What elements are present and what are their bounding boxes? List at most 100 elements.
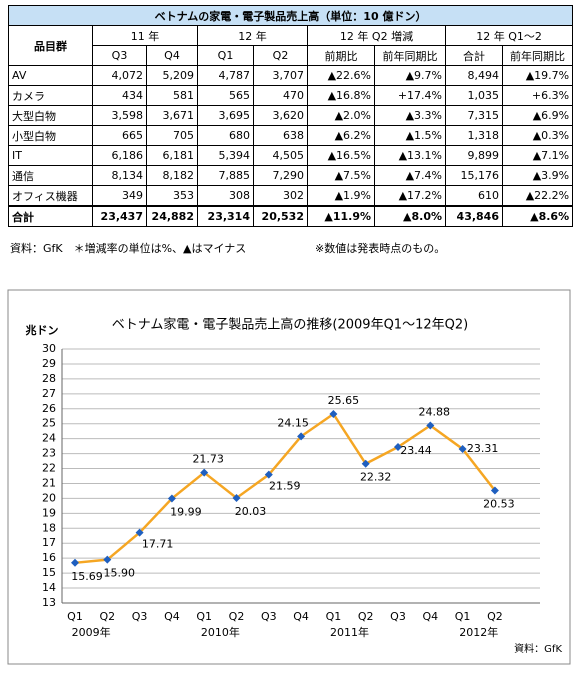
cell: 308: [197, 185, 254, 207]
row-label: オフィス機器: [8, 185, 93, 207]
x-tick-label: Q2: [358, 610, 374, 623]
y-tick-label: 23: [42, 447, 56, 460]
header: 12 年 Q2 増減: [307, 25, 446, 46]
data-label: 22.32: [360, 471, 392, 484]
y-tick-label: 20: [42, 491, 56, 504]
cell: 638: [253, 125, 308, 146]
row-label: カメラ: [8, 85, 93, 106]
cell: ▲3.3%: [374, 105, 446, 126]
cell: 7,290: [253, 165, 308, 186]
cell: 3,671: [146, 105, 198, 126]
y-tick-label: 26: [42, 402, 56, 415]
data-label: 23.44: [400, 444, 432, 457]
year-label: 2012年: [459, 625, 498, 639]
marker: [103, 555, 112, 564]
cell: 5,209: [146, 65, 198, 86]
cell: ▲9.7%: [374, 65, 446, 86]
cell: 3,707: [253, 65, 308, 86]
header: 11 年: [92, 25, 198, 46]
y-tick-label: 24: [42, 432, 56, 445]
chart-frame: [7, 289, 571, 665]
marker: [167, 494, 176, 503]
data-label: 17.71: [142, 538, 174, 551]
table-row: AV 4,072 5,209 4,787 3,707 ▲22.6% ▲9.7% 8,494 ▲1…: [8, 65, 574, 86]
cell: 24,882: [146, 205, 198, 227]
header: 12 年 Q1～2: [444, 25, 574, 46]
cell: 705: [146, 125, 198, 146]
cell: ▲1.9%: [307, 185, 375, 207]
x-tick-label: Q3: [390, 610, 406, 623]
cell: 8,134: [92, 165, 147, 186]
cell: 23,314: [197, 205, 254, 227]
data-label: 21.59: [269, 480, 301, 493]
y-axis-label: 兆ドン: [26, 323, 59, 337]
cell: 20,532: [253, 205, 308, 227]
y-tick-label: 28: [42, 372, 56, 385]
header: 12 年: [197, 25, 308, 46]
cell: 610: [445, 185, 503, 207]
marker: [135, 528, 144, 537]
header: 品目群: [8, 25, 93, 66]
cell: ▲7.5%: [307, 165, 375, 186]
y-tick-label: 30: [42, 342, 56, 355]
cell: 3,695: [197, 105, 254, 126]
cell: 3,598: [92, 105, 147, 126]
cell: ▲17.2%: [374, 185, 446, 207]
row-label: 大型白物: [8, 105, 93, 126]
cell: 43,846: [445, 205, 503, 227]
cell: ▲8.6%: [501, 205, 574, 227]
cell: ▲11.9%: [307, 205, 375, 227]
subheader: 前年同期比: [501, 45, 574, 66]
cell: ▲7.4%: [374, 165, 446, 186]
cell: ▲3.9%: [501, 165, 574, 186]
row-label: 通信: [8, 165, 93, 186]
cell: ▲7.1%: [501, 145, 574, 166]
x-tick-label: Q1: [326, 610, 342, 623]
cell: 434: [92, 85, 147, 106]
y-tick-label: 15: [42, 566, 56, 579]
note: ※数値は発表時点のもの。: [315, 242, 446, 255]
marker: [490, 486, 499, 495]
subheader: Q3: [92, 45, 147, 66]
cell: 23,437: [92, 205, 147, 227]
cell: +17.4%: [374, 85, 446, 106]
cell: 7,315: [445, 105, 503, 126]
cell: +6.3%: [501, 85, 574, 106]
cell: 6,181: [146, 145, 198, 166]
data-label: 19.99: [170, 506, 202, 519]
x-tick-label: Q2: [229, 610, 245, 623]
subheader: Q4: [146, 45, 198, 66]
marker: [232, 493, 241, 502]
cell: 1,035: [445, 85, 503, 106]
data-label: 15.69: [71, 570, 103, 583]
cell: 302: [253, 185, 308, 207]
cell: ▲2.0%: [307, 105, 375, 126]
table-row: 小型白物 665 705 680 638 ▲6.2% ▲1.5% 1,318 ▲0.3%: [8, 125, 574, 146]
x-tick-label: Q4: [293, 610, 309, 623]
cell: 8,182: [146, 165, 198, 186]
data-label: 23.31: [467, 442, 499, 455]
marker: [264, 470, 273, 479]
y-tick-label: 19: [42, 506, 56, 519]
cell: 8,494: [445, 65, 503, 86]
row-label: 小型白物: [8, 125, 93, 146]
data-label: 21.73: [192, 453, 224, 466]
row-label: IT: [8, 145, 93, 166]
x-tick-label: Q2: [487, 610, 503, 623]
marker: [71, 558, 79, 567]
subheader: Q1: [197, 45, 254, 66]
subheader: 合計: [445, 45, 503, 66]
y-tick-label: 21: [42, 476, 56, 489]
x-tick-label: Q4: [164, 610, 180, 623]
marker: [458, 444, 467, 453]
x-tick-label: Q1: [67, 610, 83, 623]
cell: ▲1.5%: [374, 125, 446, 146]
y-tick-label: 22: [42, 462, 56, 475]
y-tick-label: 13: [42, 596, 56, 609]
cell: 4,505: [253, 145, 308, 166]
cell: ▲8.0%: [374, 205, 446, 227]
marker: [329, 409, 338, 418]
cell: 665: [92, 125, 147, 146]
x-tick-label: Q4: [422, 610, 438, 623]
